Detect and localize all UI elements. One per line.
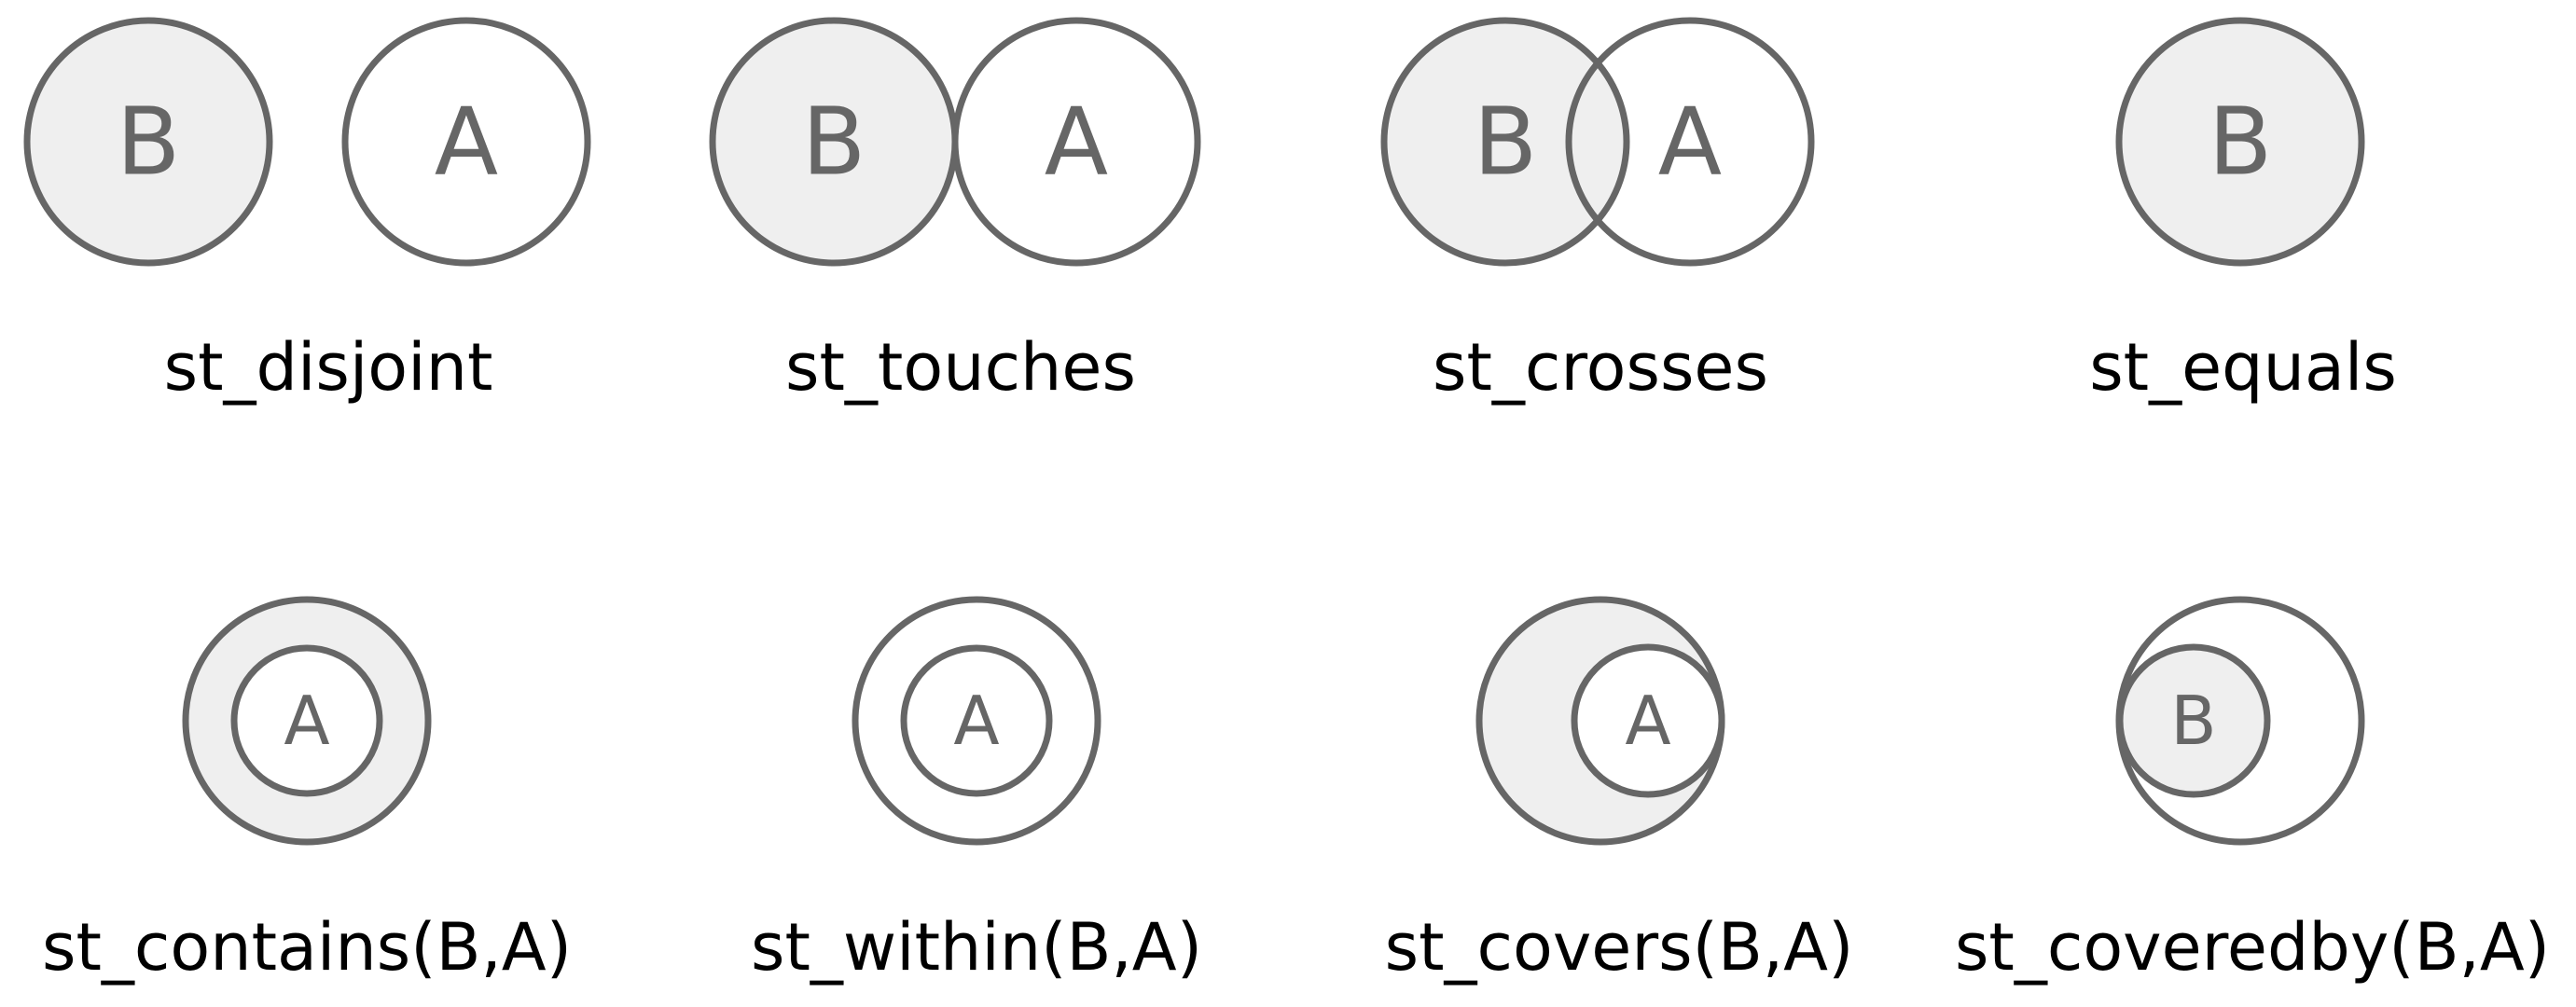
label-a: A bbox=[953, 682, 999, 760]
label-a: A bbox=[284, 682, 329, 760]
caption: st_disjoint bbox=[164, 329, 493, 406]
label-a: A bbox=[435, 88, 498, 197]
panel-st-crosses: B A st_crosses bbox=[1380, 17, 1815, 406]
label-b: B bbox=[2170, 682, 2216, 760]
panel-st-touches: B A st_touches bbox=[709, 17, 1201, 406]
panel-st-equals: B st_equals bbox=[2089, 17, 2397, 406]
panel-st-disjoint: B A st_disjoint bbox=[23, 17, 591, 406]
circle-b bbox=[2116, 643, 2271, 798]
label-b: B bbox=[2209, 88, 2273, 197]
panel-st-contains: A st_contains(B,A) bbox=[42, 596, 572, 986]
label-a: A bbox=[1658, 88, 1722, 197]
circle-b bbox=[1380, 17, 1630, 267]
panel-st-covers: A st_covers(B,A) bbox=[1385, 596, 1854, 986]
caption: st_equals bbox=[2089, 329, 2397, 406]
circle-a bbox=[1571, 643, 1725, 798]
circle-b bbox=[2115, 17, 2365, 267]
circle-a bbox=[900, 644, 1053, 797]
caption: st_within(B,A) bbox=[751, 909, 1202, 986]
caption: st_crosses bbox=[1433, 329, 1768, 406]
circle-a bbox=[951, 17, 1201, 267]
label-b: B bbox=[802, 88, 866, 197]
label-a: A bbox=[1045, 88, 1108, 197]
caption: st_touches bbox=[785, 329, 1136, 406]
panel-st-coveredby: B st_coveredby(B,A) bbox=[1955, 596, 2550, 986]
panel-st-within: A st_within(B,A) bbox=[751, 596, 1202, 986]
caption: st_covers(B,A) bbox=[1385, 909, 1854, 986]
label-b: B bbox=[117, 88, 181, 197]
caption: st_coveredby(B,A) bbox=[1955, 909, 2550, 986]
caption: st_contains(B,A) bbox=[42, 909, 572, 986]
circle-b bbox=[23, 17, 273, 267]
label-a: A bbox=[1625, 682, 1670, 760]
circle-a bbox=[230, 644, 383, 797]
circle-a bbox=[341, 17, 591, 267]
label-b: B bbox=[1474, 88, 1538, 197]
circle-a bbox=[1565, 17, 1815, 267]
